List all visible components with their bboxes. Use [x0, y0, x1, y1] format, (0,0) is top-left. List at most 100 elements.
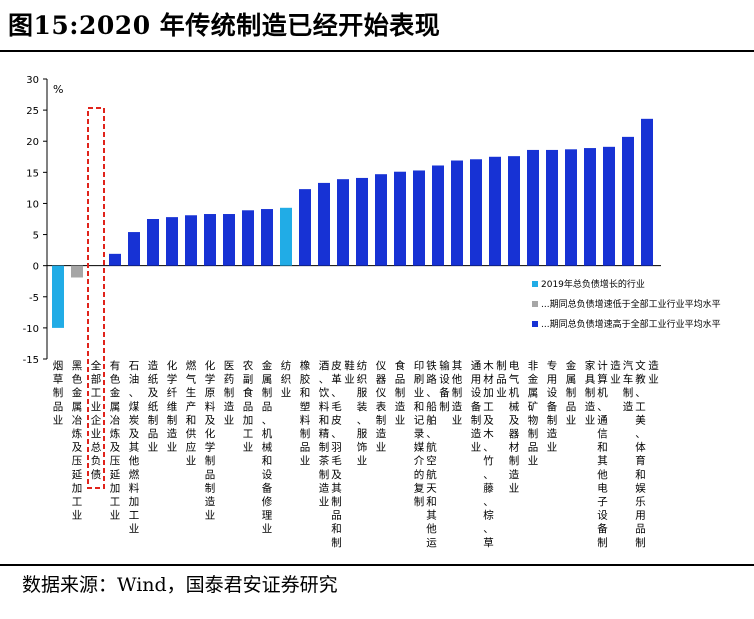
svg-text:食: 食	[243, 386, 254, 399]
svg-text:和: 和	[186, 414, 197, 426]
svg-text:工: 工	[129, 510, 140, 522]
bar	[603, 146, 615, 266]
svg-text:制: 制	[53, 386, 64, 399]
svg-text:属: 属	[262, 374, 273, 386]
bar	[527, 149, 539, 266]
bar	[128, 232, 140, 266]
svg-text:算: 算	[597, 373, 608, 386]
svg-text:机: 机	[262, 427, 273, 440]
svg-text:业: 业	[72, 510, 83, 522]
svg-text:设: 设	[547, 387, 558, 399]
y-tick-label: -5	[29, 293, 39, 304]
svg-text:及: 及	[129, 428, 140, 440]
bar	[565, 149, 577, 266]
svg-text:、: 、	[331, 387, 342, 399]
svg-text:航: 航	[426, 468, 437, 481]
bar	[261, 209, 273, 266]
svg-text:备: 备	[471, 400, 482, 413]
svg-text:品: 品	[331, 510, 342, 522]
svg-text:造: 造	[319, 481, 330, 494]
svg-text:原: 原	[205, 387, 216, 399]
y-tick-label: 0	[33, 262, 39, 273]
svg-text:械: 械	[509, 400, 520, 413]
svg-text:制: 制	[623, 386, 634, 399]
svg-text:育: 育	[635, 454, 646, 467]
svg-text:通: 通	[471, 360, 482, 372]
svg-text:印: 印	[414, 360, 425, 372]
svg-text:造: 造	[452, 400, 463, 413]
svg-text:业: 业	[129, 523, 140, 535]
bar	[204, 214, 216, 266]
svg-text:、: 、	[635, 428, 646, 440]
svg-text:业: 业	[471, 442, 482, 454]
svg-text:制: 制	[319, 441, 330, 454]
svg-text:工: 工	[635, 401, 646, 413]
svg-text:金: 金	[72, 386, 83, 399]
svg-text:专: 专	[547, 359, 558, 372]
svg-text:草: 草	[483, 537, 494, 549]
svg-text:加: 加	[483, 387, 494, 399]
bars-group	[52, 118, 653, 328]
svg-text:毛: 毛	[331, 401, 342, 413]
y-axis-unit-label: %	[53, 83, 63, 96]
svg-text:造: 造	[648, 359, 659, 372]
y-tick-label: -15	[23, 355, 39, 366]
svg-text:材: 材	[509, 441, 520, 454]
svg-text:业: 业	[205, 510, 216, 522]
svg-text:服: 服	[357, 428, 368, 440]
svg-text:品: 品	[496, 374, 507, 386]
svg-text:业: 业	[224, 414, 235, 426]
svg-text:业: 业	[243, 442, 254, 454]
svg-text:业: 业	[414, 387, 425, 399]
svg-text:胶: 胶	[300, 373, 311, 386]
svg-text:业: 业	[53, 414, 64, 426]
svg-text:品: 品	[148, 428, 159, 440]
svg-text:他: 他	[426, 522, 437, 535]
svg-text:造: 造	[585, 400, 596, 413]
svg-text:化: 化	[205, 427, 216, 440]
svg-text:烟: 烟	[53, 359, 64, 372]
svg-text:品: 品	[300, 442, 311, 454]
legend-label: ...期同总负债增速低于全部工业行业平均水平	[541, 298, 721, 310]
svg-text:汽: 汽	[623, 359, 634, 372]
svg-text:工: 工	[91, 387, 102, 399]
svg-text:刷: 刷	[414, 373, 425, 386]
svg-text:总: 总	[91, 441, 102, 454]
svg-text:表: 表	[376, 400, 387, 413]
svg-text:料: 料	[129, 481, 140, 494]
svg-text:业: 业	[376, 442, 387, 454]
svg-text:加: 加	[129, 496, 140, 508]
svg-text:路: 路	[426, 373, 437, 386]
svg-text:木: 木	[483, 428, 494, 440]
svg-text:品: 品	[635, 523, 646, 535]
svg-text:燃: 燃	[129, 468, 140, 481]
svg-text:输: 输	[439, 359, 450, 372]
svg-text:毛: 毛	[331, 455, 342, 467]
bar	[71, 265, 83, 278]
svg-text:、: 、	[635, 387, 646, 399]
svg-text:和: 和	[597, 442, 608, 454]
source-note: 数据来源：Wind，国泰君安证券研究	[22, 574, 338, 596]
svg-text:介: 介	[414, 455, 425, 467]
bar	[546, 149, 558, 266]
svg-text:和: 和	[300, 387, 311, 399]
svg-text:黑: 黑	[72, 360, 83, 372]
svg-text:制: 制	[547, 413, 558, 426]
svg-text:化: 化	[205, 359, 216, 372]
svg-text:业: 业	[319, 496, 330, 508]
svg-text:、: 、	[357, 414, 368, 426]
bar	[375, 174, 387, 266]
svg-text:业: 业	[300, 455, 311, 467]
svg-text:鞋: 鞋	[344, 359, 355, 372]
svg-text:船: 船	[426, 400, 437, 413]
bar	[337, 179, 349, 266]
